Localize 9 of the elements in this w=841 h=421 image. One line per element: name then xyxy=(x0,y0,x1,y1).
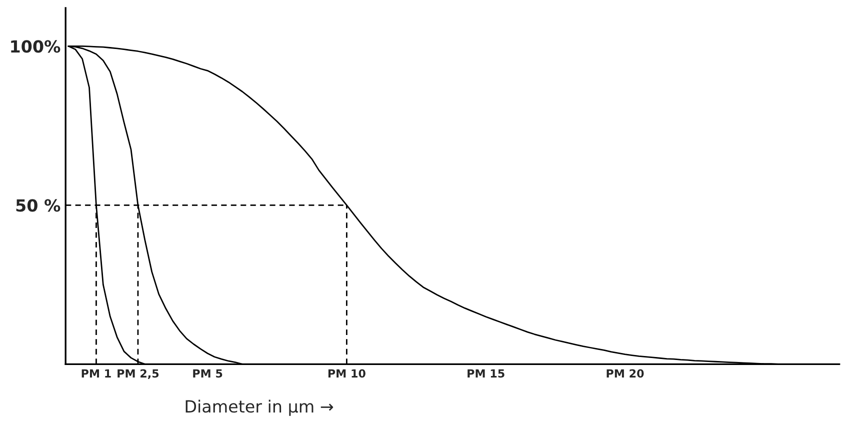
x-tick-label: PM 15 xyxy=(468,369,504,378)
x-tick-label: PM 5 xyxy=(193,369,222,378)
y-tick-label: 50 % xyxy=(16,199,60,212)
y-tick-label: 100% xyxy=(11,40,60,53)
x-tick-label: PM 2,5 xyxy=(118,369,159,380)
x-axis-title: Diameter in µm → xyxy=(186,400,334,416)
x-tick-label: PM 1 xyxy=(82,369,111,378)
x-tick-label: PM 20 xyxy=(606,369,644,378)
x-tick-label: PM 10 xyxy=(328,369,366,378)
